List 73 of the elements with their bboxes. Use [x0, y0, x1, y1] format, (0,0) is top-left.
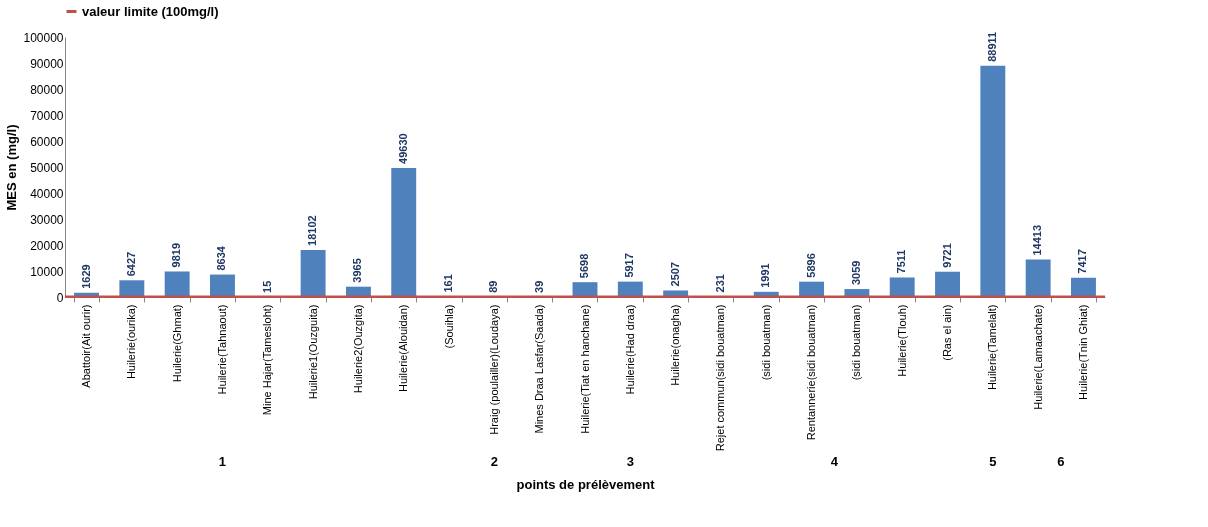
data-label: 161 [442, 274, 455, 293]
x-axis-title: points de prélèvement [516, 477, 656, 493]
x-tick-label: (Souihla) [442, 304, 455, 349]
data-label: 7511 [895, 249, 908, 274]
x-tick-label: Huilerie1(Ouzguita) [306, 304, 319, 400]
y-tick-label: 10000 [30, 264, 64, 279]
data-label: 2507 [668, 262, 681, 287]
data-label: 49630 [396, 133, 409, 164]
y-tick-label: 50000 [30, 160, 64, 175]
text: 4 [830, 454, 839, 469]
data-label: 5917 [623, 253, 636, 278]
data-label: 8634 [215, 245, 228, 271]
text: 1 [218, 454, 227, 469]
bar [889, 277, 915, 297]
y-tick-label: 90000 [30, 56, 64, 71]
y-tick-label: 20000 [30, 238, 64, 253]
x-tick-label: Rejet commun(sidi bouatman) [714, 304, 727, 452]
x-tick-label: Hraig (poulailler)(Loudaya) [487, 304, 500, 435]
bar [935, 271, 960, 297]
x-tick-label: Huilerie(Ghmat) [170, 304, 183, 383]
x-tick-label: Huilerie(Alouidan) [397, 304, 410, 392]
x-tick-label: Huilerie(Tiat en hanchane) [578, 304, 591, 434]
x-tick-label: Huilerie(Tamelalt) [986, 304, 999, 391]
x-tick-label: Huilerie(Tlouh) [895, 304, 908, 377]
x-tick-label: Rentannerie(sidi bouatman) [805, 304, 818, 441]
x-tick-label: Huilerie(Lamaachate) [1031, 304, 1044, 410]
y-tick-label: 0 [56, 290, 64, 305]
text: 2 [490, 454, 498, 469]
data-label: 14413 [1031, 224, 1044, 256]
data-label: 3965 [351, 258, 364, 283]
text: 6 [1057, 454, 1065, 469]
text: 3 [626, 454, 634, 469]
x-tick-label: Huilerie(Had draa) [623, 304, 636, 395]
y-tick-label: 60000 [30, 134, 64, 149]
x-tick-label: Mines Draa Lasfar(Saada) [533, 304, 546, 434]
bar [391, 167, 417, 297]
text: 5 [989, 454, 997, 469]
y-tick-label: 100000 [23, 30, 64, 45]
data-label: 231 [713, 274, 726, 293]
data-label: 18102 [306, 215, 319, 246]
x-tick-label: Huilerie(Tnin Ghiat) [1076, 304, 1089, 400]
x-tick-label: (sidi bouatman) [759, 304, 772, 381]
data-label: 7417 [1076, 249, 1089, 274]
data-label: 5896 [804, 253, 817, 278]
x-tick-label: Huilerie2(Ouzgita) [351, 304, 364, 394]
data-label: 5698 [578, 253, 590, 279]
data-label: 88911 [985, 31, 998, 62]
legend-label: valeur limite (100mg/l) [82, 3, 219, 19]
bar [300, 249, 326, 297]
y-tick-label: 70000 [30, 108, 64, 123]
data-label: 9819 [170, 242, 183, 268]
bar [1025, 259, 1051, 297]
x-tick-label: Mine Hajar(Tamesloht) [261, 304, 274, 416]
data-label: 3059 [849, 260, 862, 286]
data-label: 89 [487, 280, 500, 293]
data-label: 1991 [759, 263, 772, 288]
x-tick-label: (sidi bouatman) [850, 304, 863, 381]
x-tick-label: Huilerie(Tahnaout) [215, 304, 228, 395]
x-tick-label: Abattoir(Ait ourir) [80, 304, 93, 388]
y-tick-label: 30000 [30, 212, 64, 227]
x-tick-label: (Ras el ain) [941, 304, 954, 361]
x-tick-label: Huilerie(ourika) [125, 304, 138, 380]
data-label: 15 [260, 280, 273, 293]
data-label: 1629 [79, 264, 92, 289]
y-tick-label: 40000 [30, 186, 64, 201]
bar [980, 65, 1006, 297]
data-label: 9721 [940, 243, 953, 268]
data-label: 39 [532, 280, 545, 293]
y-axis-title: MES en (mg/l) [4, 124, 20, 211]
bar [164, 271, 190, 297]
data-label: 6427 [124, 251, 137, 277]
x-tick-label: Huilerie(onagha) [669, 304, 682, 386]
y-tick-label: 80000 [30, 82, 64, 97]
